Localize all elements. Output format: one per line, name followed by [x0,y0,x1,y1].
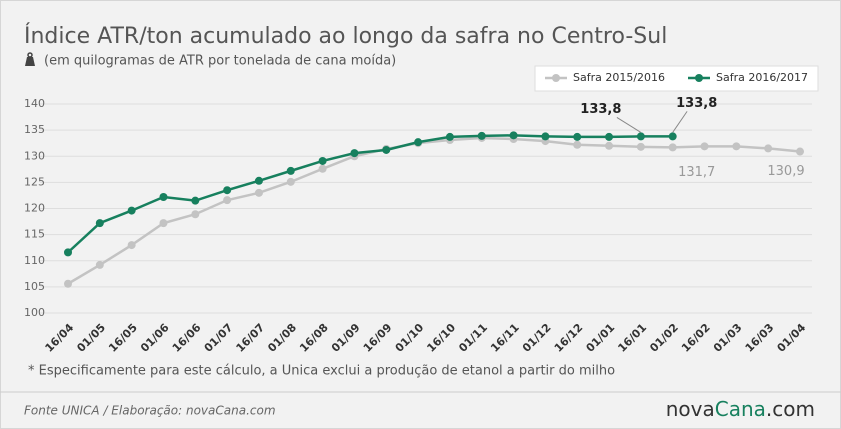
y-tick-label: 115 [24,228,45,241]
y-tick-label: 140 [24,97,45,110]
data-point [127,241,136,250]
chart-title: Índice ATR/ton acumulado ao longo da saf… [24,23,667,49]
data-point [541,132,550,141]
y-tick-label: 110 [24,254,45,267]
legend-label: Safra 2015/2016 [573,71,665,84]
value-label: 133,8 [676,96,717,111]
footnote: * Especificamente para este cálculo, a U… [28,364,615,379]
logo: novaCana.com [666,397,815,421]
source: Fonte UNICA / Elaboração: novaCana.com [24,404,276,418]
data-point [636,142,645,151]
data-point [605,141,614,150]
data-point [64,279,72,288]
data-point [318,164,327,173]
y-tick-label: 130 [24,149,45,162]
data-point [764,144,773,153]
weight-icon [25,52,35,66]
value-label: 130,9 [767,164,804,179]
y-tick-label: 135 [24,123,45,136]
value-label: 133,8 [580,102,621,117]
data-point [796,147,804,156]
series-line [67,136,801,285]
data-point [64,248,72,257]
data-point [159,219,168,228]
data-point [286,166,295,175]
data-point [127,206,136,215]
y-tick-label: 105 [24,280,45,293]
chart-subtitle: (em quilogramas de ATR por tonelada de c… [44,54,396,69]
data-point [254,176,263,185]
data-point [223,186,232,195]
label-leader [616,116,642,133]
logo-part: Cana [715,397,766,421]
data-point [95,260,104,269]
data-point [95,219,104,228]
legend-label: Safra 2016/2017 [716,71,808,84]
label-leader [672,111,688,133]
y-tick-label: 125 [24,175,45,188]
legend-swatch [552,74,560,82]
value-label: 131,7 [678,165,715,180]
data-point [191,196,200,205]
data-point [605,132,614,141]
y-tick-label: 120 [24,202,45,215]
data-point [668,132,677,141]
data-point [254,188,263,197]
data-point [573,140,582,149]
data-point [573,132,582,141]
legend-box [534,65,819,92]
data-point [191,210,200,219]
data-point [732,142,741,151]
series-line [67,134,673,254]
data-point [414,138,423,147]
data-point [382,145,391,154]
data-point [445,132,454,141]
data-point [477,131,486,140]
data-point [159,193,168,202]
data-point [700,142,709,151]
data-point [318,156,327,165]
logo-part: nova [666,397,715,421]
data-point [668,143,677,152]
data-point [350,149,359,158]
data-point [636,132,645,141]
logo-part: .com [766,397,815,421]
y-tick-label: 100 [24,306,45,319]
legend-swatch [695,74,703,82]
data-point [509,131,518,140]
data-point [286,177,295,186]
data-point [223,196,232,205]
